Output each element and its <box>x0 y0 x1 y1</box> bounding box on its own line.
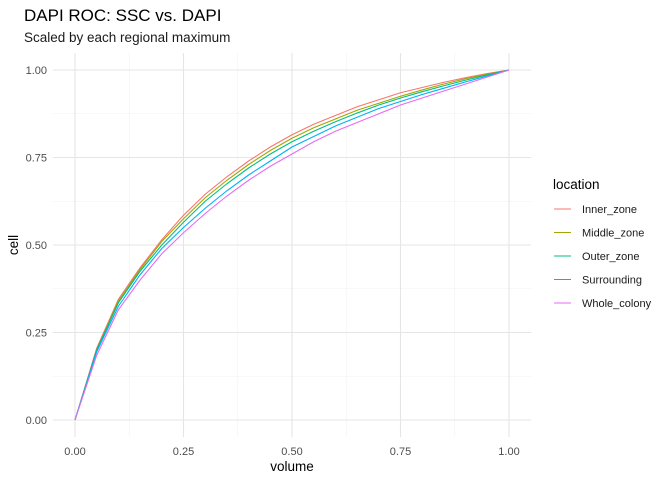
y-axis-title: cell <box>6 235 21 255</box>
legend: location Inner_zone Middle_zone Outer_zone… <box>553 177 652 310</box>
grid <box>53 53 531 437</box>
series-line-inner-zone <box>74 69 510 421</box>
series-line-whole-colony <box>74 69 510 421</box>
series-line-middle-zone <box>74 69 510 421</box>
series-line-outer-zone <box>74 69 510 421</box>
x-axis-title: volume <box>270 459 314 474</box>
x-tick-label: 0.50 <box>281 446 302 458</box>
x-tick-label: 0.75 <box>390 446 411 458</box>
chart-subtitle: Scaled by each regional maximum <box>24 30 230 45</box>
x-tick-label: 0.25 <box>173 446 194 458</box>
y-tick-label: 0.25 <box>26 328 47 340</box>
y-tick-label: 0.75 <box>26 153 47 165</box>
chart-title: DAPI ROC: SSC vs. DAPI <box>24 6 221 25</box>
x-tick-label: 0.00 <box>64 446 85 458</box>
legend-label: Whole_colony <box>582 298 652 310</box>
x-tick-label: 1.00 <box>498 446 519 458</box>
y-tick-label: 1.00 <box>26 65 47 77</box>
legend-label: Middle_zone <box>582 228 644 240</box>
legend-title: location <box>553 177 600 192</box>
y-tick-label: 0.00 <box>26 415 47 427</box>
x-axis-ticks: 0.00 0.25 0.50 0.75 1.00 <box>64 446 519 458</box>
series-lines <box>74 69 510 421</box>
legend-label: Outer_zone <box>582 251 639 263</box>
series-line-surrounding <box>74 69 510 421</box>
y-tick-label: 0.50 <box>26 240 47 252</box>
legend-label: Surrounding <box>582 275 642 287</box>
y-axis-ticks: 0.00 0.25 0.50 0.75 1.00 <box>26 65 47 427</box>
legend-label: Inner_zone <box>582 204 637 216</box>
